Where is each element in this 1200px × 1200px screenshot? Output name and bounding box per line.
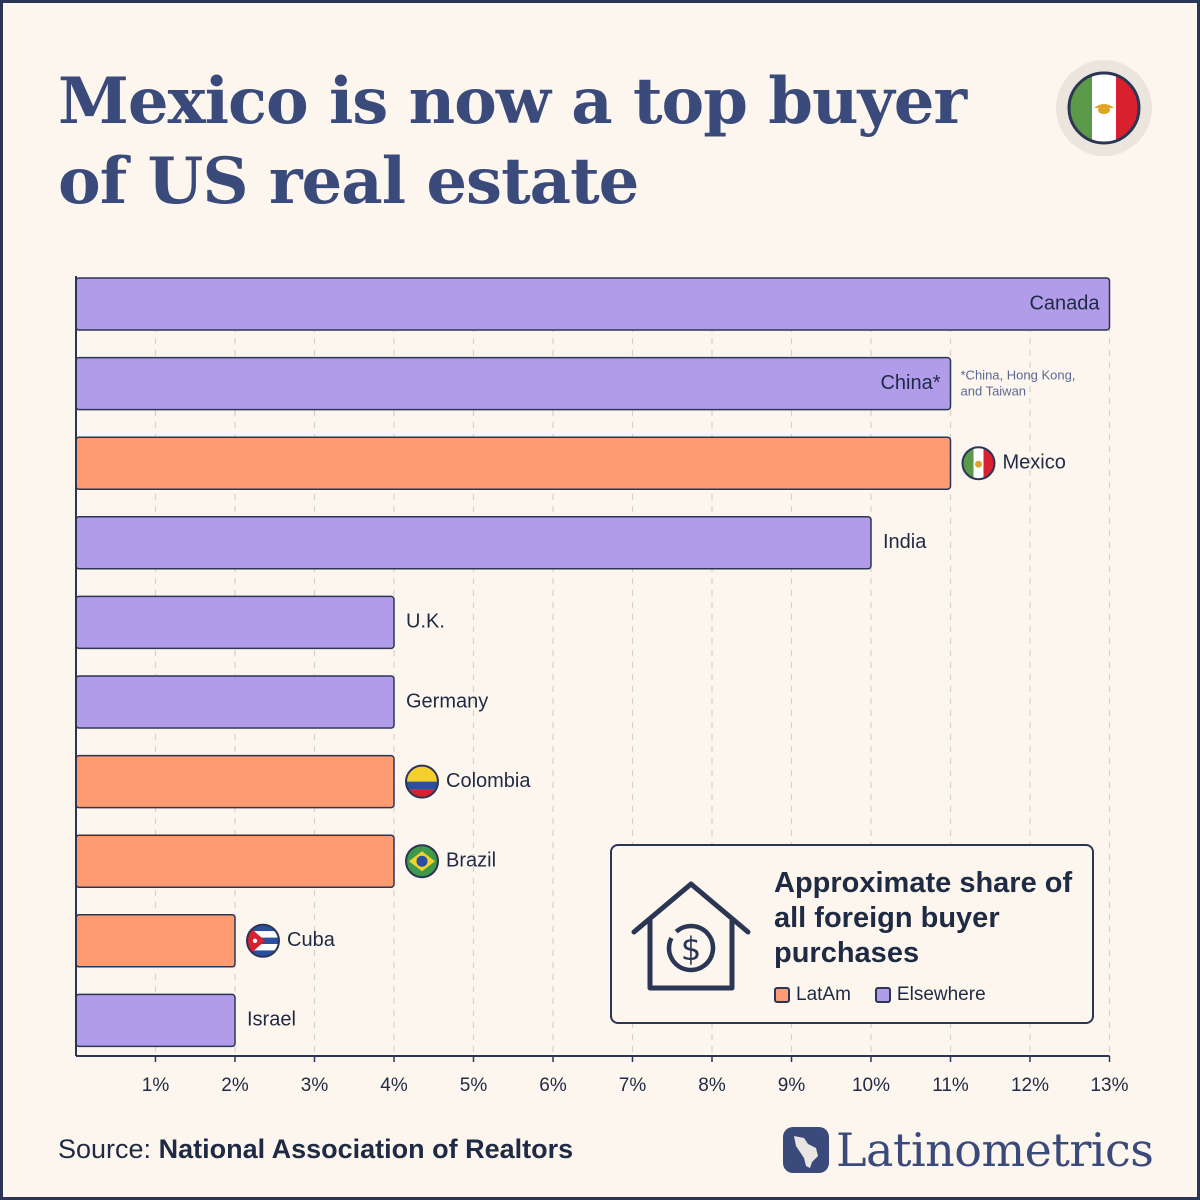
svg-text:$: $ bbox=[681, 930, 701, 968]
bar-mexico bbox=[75, 436, 952, 490]
footnote-line: and Taiwan bbox=[961, 384, 1027, 399]
footnote-line: *China, Hong Kong, bbox=[961, 368, 1076, 383]
bar-label: India bbox=[883, 531, 927, 553]
x-tick-label: 8% bbox=[698, 1075, 726, 1096]
bar-china bbox=[75, 356, 952, 411]
bar-uk bbox=[75, 595, 395, 650]
x-tick-label: 3% bbox=[301, 1075, 329, 1096]
bar-india bbox=[75, 516, 872, 570]
cuba-flag-icon bbox=[246, 923, 280, 958]
x-tick-label: 10% bbox=[852, 1075, 890, 1096]
x-tick-label: 4% bbox=[380, 1075, 408, 1096]
x-tick-label: 5% bbox=[460, 1075, 488, 1096]
bar-colombia bbox=[75, 754, 395, 809]
mexico-flag-icon bbox=[1067, 71, 1141, 145]
bar-cuba bbox=[75, 914, 236, 968]
legend-box: $ Approximate share of all foreign buyer… bbox=[610, 844, 1094, 1024]
source-line: Source: National Association of Realtors bbox=[58, 1134, 573, 1165]
bar-label: U.K. bbox=[406, 611, 445, 633]
bar-label: Brazil bbox=[446, 849, 496, 871]
brand-logo: Latinometrics bbox=[782, 1120, 1154, 1180]
mexico-flag-icon bbox=[961, 446, 996, 481]
source-label: Source: bbox=[58, 1134, 152, 1164]
legend-swatch-elsewhere bbox=[874, 987, 891, 1003]
legend-items: LatAm Elsewhere bbox=[774, 984, 1010, 1006]
bar-label: Canada bbox=[1029, 292, 1100, 314]
bar-germany bbox=[75, 675, 395, 729]
source-name: National Association of Realtors bbox=[158, 1134, 574, 1164]
x-tick-label: 7% bbox=[619, 1075, 647, 1096]
legend-label-latam: LatAm bbox=[796, 984, 851, 1005]
chart-title: Mexico is now a top buyer of US real est… bbox=[58, 62, 1018, 222]
bar-canada bbox=[75, 277, 1111, 331]
house-dollar-icon: $ bbox=[631, 881, 751, 991]
legend-title: Approximate share of all foreign buyer p… bbox=[774, 867, 1073, 969]
bar-label: Colombia bbox=[446, 770, 531, 792]
title-line-1: Mexico is now a top buyer bbox=[58, 64, 967, 139]
bar-brazil bbox=[75, 834, 395, 888]
legend-swatch-latam bbox=[774, 987, 790, 1003]
x-tick-label: 1% bbox=[142, 1075, 170, 1096]
x-tick-label: 12% bbox=[1011, 1075, 1049, 1096]
legend-label-elsewhere: Elsewhere bbox=[896, 984, 986, 1005]
latin-america-map-icon bbox=[783, 1127, 829, 1173]
x-tick-label: 2% bbox=[221, 1075, 249, 1096]
bar-label: Israel bbox=[247, 1009, 296, 1031]
bar-label: China* bbox=[880, 372, 940, 394]
bar-label: Germany bbox=[406, 690, 488, 712]
legend-item-latam: LatAm bbox=[774, 984, 851, 1006]
brand-name: Latinometrics bbox=[836, 1123, 1154, 1177]
brazil-flag-icon bbox=[405, 844, 439, 879]
bar-label: Cuba bbox=[287, 929, 336, 951]
title-line-2: of US real estate bbox=[58, 144, 639, 219]
legend-item-elsewhere: Elsewhere bbox=[874, 984, 986, 1006]
colombia-flag-icon bbox=[405, 764, 439, 799]
bar-israel bbox=[75, 993, 236, 1048]
x-tick-label: 11% bbox=[932, 1075, 969, 1096]
x-tick-label: 13% bbox=[1090, 1075, 1128, 1096]
x-tick-label: 9% bbox=[778, 1075, 806, 1096]
header-flag-badge bbox=[1056, 60, 1152, 156]
bar-label: Mexico bbox=[1003, 451, 1066, 473]
x-tick-label: 6% bbox=[539, 1075, 567, 1096]
